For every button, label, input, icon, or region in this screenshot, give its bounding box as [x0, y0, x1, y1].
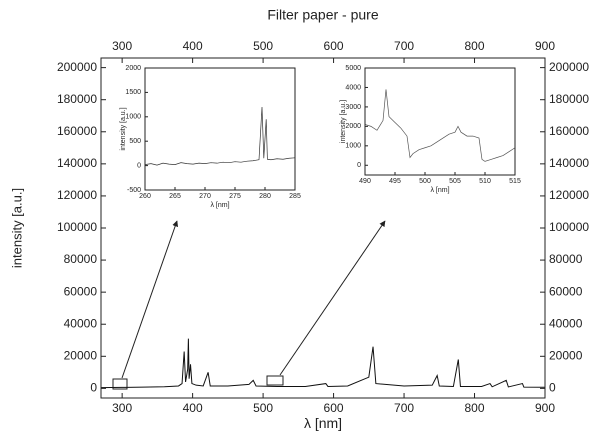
y-tick-label: 4000 [345, 84, 361, 91]
x-tick-label: 280 [259, 193, 271, 200]
y2-tick-label: 120000 [549, 188, 589, 202]
zoom-box [112, 378, 128, 390]
x2-tick-label: 900 [535, 39, 555, 53]
arrow [121, 220, 179, 379]
x-axis-label: λ [nm] [210, 202, 229, 209]
y-tick-label: 80000 [64, 252, 98, 266]
y-tick-label: 160000 [57, 124, 97, 138]
y-tick-label: 5000 [345, 65, 361, 72]
y-axis-label: intensity [a.u.] [340, 100, 347, 143]
y-tick-label: 2000 [345, 123, 361, 130]
arrow [279, 220, 386, 376]
x-axis-label: λ [nm] [430, 187, 449, 194]
x2-tick-label: 300 [112, 39, 132, 53]
x-tick-label: 260 [139, 193, 151, 200]
y-tick-label: 120000 [57, 188, 97, 202]
x-tick-label: 800 [465, 401, 485, 415]
x-tick-label: 515 [509, 178, 521, 185]
x2-tick-label: 600 [324, 39, 344, 53]
y2-tick-label: 40000 [549, 316, 583, 330]
y-tick-label: 3000 [345, 104, 361, 111]
y-tick-label: 100000 [57, 220, 97, 234]
x2-tick-label: 400 [183, 39, 203, 53]
x-tick-label: 600 [324, 401, 344, 415]
y-axis-label: intensity [a.u.] [120, 107, 127, 150]
y-tick-label: 40000 [64, 316, 98, 330]
x-tick-label: 500 [419, 178, 431, 185]
y2-tick-label: 20000 [549, 348, 583, 362]
x-tick-label: 700 [394, 401, 414, 415]
plot-frame [144, 67, 296, 191]
y2-tick-label: 0 [549, 381, 556, 395]
x-tick-label: 495 [389, 178, 401, 185]
y2-tick-label: 160000 [549, 124, 589, 138]
y-tick-label: 20000 [64, 348, 98, 362]
y2-tick-label: 60000 [549, 284, 583, 298]
y-tick-label: 180000 [57, 92, 97, 106]
y2-tick-label: 80000 [549, 252, 583, 266]
x2-tick-label: 700 [394, 39, 414, 53]
zoom-box [266, 375, 284, 386]
x-tick-label: 275 [229, 193, 241, 200]
x-axis-label: λ [nm] [304, 415, 342, 431]
y2-tick-label: 200000 [549, 60, 589, 74]
x-tick-label: 500 [253, 401, 273, 415]
spectrum-line [100, 338, 546, 389]
x-tick-label: 285 [289, 193, 301, 200]
x-tick-label: 265 [169, 193, 181, 200]
spectrum-line [144, 107, 296, 166]
y-tick-label: 500 [129, 138, 141, 145]
x-tick-label: 490 [359, 178, 371, 185]
x2-tick-label: 500 [253, 39, 273, 53]
y-tick-label: 1000 [345, 143, 361, 150]
y2-tick-label: 100000 [549, 220, 589, 234]
x-tick-label: 270 [199, 193, 211, 200]
inset-background [145, 68, 295, 190]
x2-tick-label: 800 [465, 39, 485, 53]
y-tick-label: -500 [127, 187, 141, 194]
y-tick-label: 0 [90, 381, 97, 395]
x-tick-label: 505 [449, 178, 461, 185]
y-tick-label: 2000 [125, 65, 141, 72]
y-tick-label: 0 [137, 162, 141, 169]
y-tick-label: 1000 [125, 114, 141, 121]
y-tick-label: 140000 [57, 156, 97, 170]
chart-title: Filter paper - pure [267, 7, 378, 23]
y-tick-label: 60000 [64, 284, 98, 298]
spectrum-line [364, 89, 516, 162]
x-tick-label: 510 [479, 178, 491, 185]
y-tick-label: 0 [357, 162, 361, 169]
x-tick-label: 400 [183, 401, 203, 415]
inset-background [365, 68, 515, 175]
y-tick-label: 1500 [125, 89, 141, 96]
y2-tick-label: 140000 [549, 156, 589, 170]
y2-tick-label: 180000 [549, 92, 589, 106]
plot-frame [364, 67, 516, 176]
y-axis-label: intensity [a.u.] [9, 188, 24, 268]
x-tick-label: 900 [535, 401, 555, 415]
x-tick-label: 300 [112, 401, 132, 415]
y-tick-label: 200000 [57, 60, 97, 74]
